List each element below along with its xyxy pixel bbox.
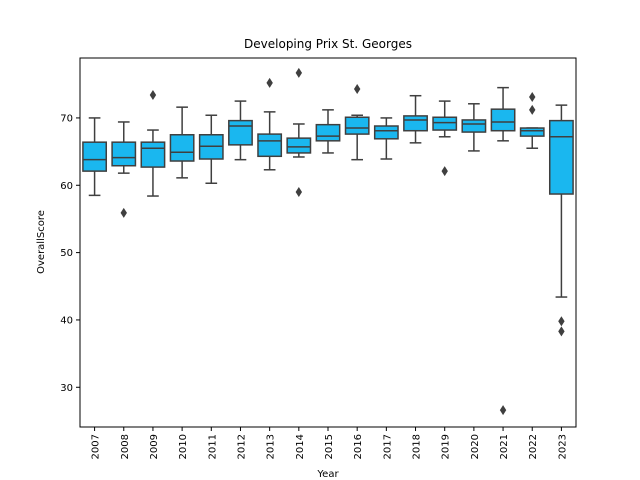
y-tick-label: 40 bbox=[60, 315, 73, 326]
x-tick-label: 2009 bbox=[149, 434, 160, 459]
x-tick-label: 2017 bbox=[382, 434, 393, 459]
x-tick-label: 2012 bbox=[236, 434, 247, 459]
box bbox=[403, 115, 428, 132]
x-tick-label: 2018 bbox=[412, 434, 423, 459]
x-tick-label: 2015 bbox=[324, 434, 335, 459]
x-tick-label: 2022 bbox=[528, 434, 539, 459]
outlier bbox=[558, 326, 565, 337]
x-tick-label: 2016 bbox=[353, 434, 364, 459]
x-tick-label: 2007 bbox=[91, 434, 102, 459]
outlier bbox=[558, 316, 565, 327]
x-tick-label: 2011 bbox=[207, 434, 218, 459]
outlier bbox=[529, 92, 536, 103]
outlier bbox=[295, 186, 303, 197]
box bbox=[257, 133, 283, 158]
y-tick-label: 70 bbox=[60, 113, 73, 124]
y-tick-label: 60 bbox=[60, 181, 73, 192]
box bbox=[169, 134, 195, 162]
y-axis-label: OverallScore bbox=[36, 210, 47, 274]
outlier bbox=[353, 83, 361, 94]
box bbox=[373, 125, 399, 140]
box bbox=[519, 127, 545, 137]
x-axis-label: Year bbox=[316, 469, 339, 480]
x-tick-label: 2023 bbox=[557, 434, 568, 459]
box bbox=[286, 137, 312, 154]
y-tick-label: 50 bbox=[60, 248, 73, 259]
outlier bbox=[149, 90, 157, 101]
chart-title: Developing Prix St. Georges bbox=[244, 37, 412, 51]
outlier bbox=[120, 207, 127, 218]
box bbox=[432, 116, 458, 131]
x-tick-label: 2020 bbox=[470, 434, 481, 459]
box bbox=[140, 141, 166, 168]
y-tick-label: 30 bbox=[60, 383, 73, 394]
box bbox=[82, 141, 108, 172]
x-tick-label: 2008 bbox=[120, 434, 131, 459]
box bbox=[548, 119, 574, 195]
box bbox=[490, 108, 516, 132]
outlier bbox=[441, 166, 448, 177]
x-tick-label: 2019 bbox=[441, 434, 452, 459]
x-tick-label: 2021 bbox=[499, 434, 510, 459]
outlier bbox=[295, 67, 303, 78]
box bbox=[344, 116, 370, 135]
box bbox=[461, 119, 487, 133]
outlier bbox=[529, 104, 536, 115]
x-tick-label: 2010 bbox=[178, 434, 189, 459]
x-tick-label: 2014 bbox=[295, 434, 306, 459]
x-tick-label: 2013 bbox=[266, 434, 277, 459]
box bbox=[228, 119, 253, 146]
box bbox=[315, 123, 341, 142]
outlier bbox=[266, 77, 273, 88]
box bbox=[111, 141, 137, 167]
outlier bbox=[499, 405, 507, 416]
